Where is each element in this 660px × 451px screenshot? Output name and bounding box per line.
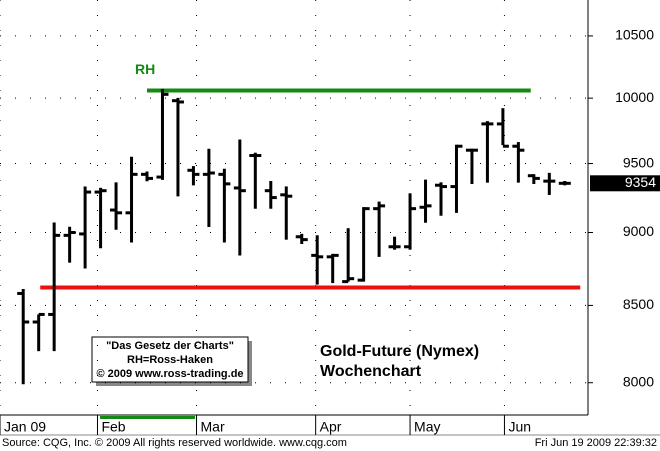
y-tick-label: 8000 xyxy=(623,373,654,389)
last-price-label: 9354 xyxy=(625,174,656,190)
last-price-box xyxy=(590,175,660,192)
chart-subtitle: Wochenchart xyxy=(320,363,422,380)
x-tick-label: Mar xyxy=(201,419,225,435)
box-line: RH=Ross-Haken xyxy=(127,354,213,366)
y-tick-label: 9000 xyxy=(623,223,654,239)
y-tick-label: 9500 xyxy=(623,154,654,170)
box-line: "Das Gesetz der Charts" xyxy=(106,340,234,352)
line-label: RH xyxy=(135,61,155,77)
y-tick-label: 8500 xyxy=(623,296,654,312)
y-tick-label: 10500 xyxy=(615,27,654,43)
timestamp: Fri Jun 19 2009 22:39:32 xyxy=(535,437,657,449)
x-tick-label: Jun xyxy=(508,419,531,435)
period-marker xyxy=(100,416,195,419)
x-tick-label: Feb xyxy=(101,419,125,435)
y-tick-label: 10000 xyxy=(615,89,654,105)
x-tick-label: Jan 09 xyxy=(4,419,46,435)
annotation-box xyxy=(91,336,249,383)
source: Source: CQG, Inc. © 2009 All rights rese… xyxy=(2,437,347,449)
x-tick-label: Apr xyxy=(320,419,342,435)
x-tick-label: May xyxy=(414,419,440,435)
chart-title: Gold-Future (Nymex) xyxy=(320,343,479,360)
box-line: © 2009 www.ross-trading.de xyxy=(96,368,243,380)
